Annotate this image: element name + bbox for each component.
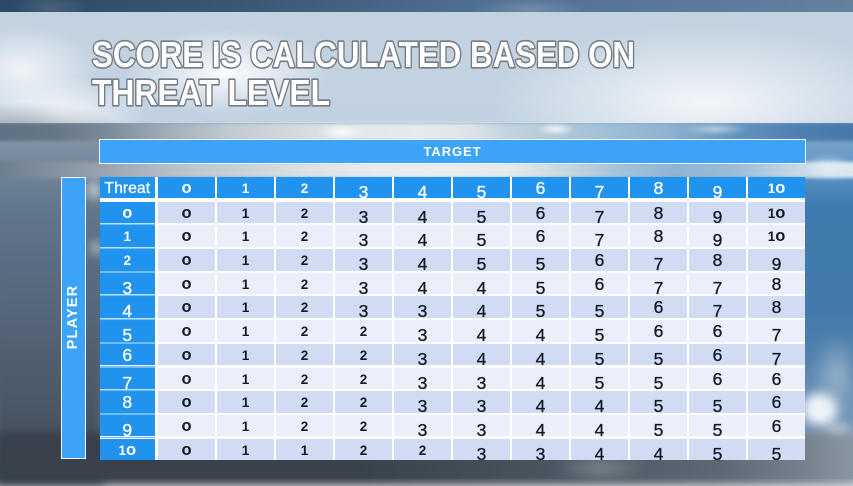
svg-text:SCORE IS CALCULATED BASED ON: SCORE IS CALCULATED BASED ON <box>92 34 635 75</box>
svg-text:THREAT LEVEL: THREAT LEVEL <box>92 72 330 113</box>
